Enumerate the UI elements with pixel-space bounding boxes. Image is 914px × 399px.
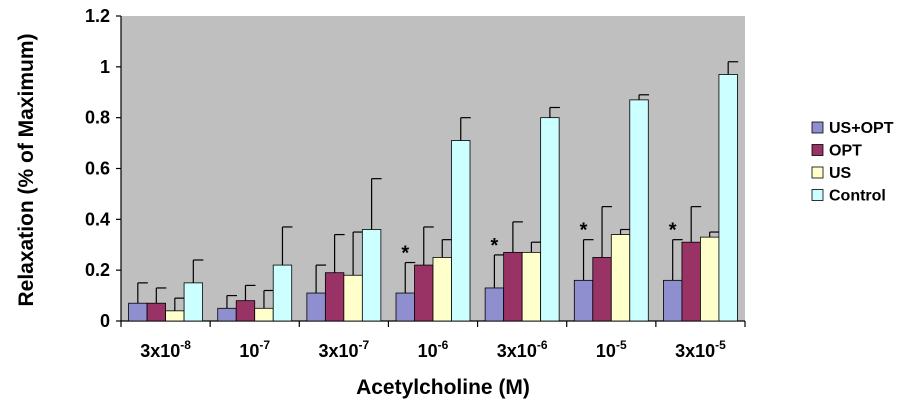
legend-label: US+OPT	[829, 120, 894, 137]
y-axis-title: Relaxation (% of Maximum)	[15, 33, 38, 306]
y-tick-label: 0.4	[85, 209, 110, 229]
bar-control	[361, 229, 382, 322]
bar-us	[432, 257, 452, 322]
legend-swatch	[811, 189, 824, 201]
x-tick-label: 3x10-6	[497, 338, 548, 361]
bar-opt	[503, 251, 523, 322]
y-tick-label: 0.8	[85, 108, 110, 128]
significance-star: *	[669, 220, 677, 242]
x-tick-label: 3x10-5	[675, 338, 726, 361]
bar-us	[610, 234, 631, 322]
bar-opt	[592, 257, 612, 322]
y-tick-label: 0	[100, 311, 110, 331]
bar-us-opt	[663, 279, 683, 322]
bar-control	[718, 74, 738, 322]
bar-us-opt	[306, 292, 326, 322]
legend: US+OPT OPT US Control	[811, 120, 894, 205]
x-tick-label: 3x10-7	[318, 338, 369, 361]
x-tick-label: 10-7	[239, 338, 270, 361]
y-tick-label: 0.2	[85, 260, 110, 280]
bar-us	[700, 236, 720, 322]
legend-swatch	[811, 121, 824, 134]
legend-label: US	[829, 165, 852, 182]
bar-us	[343, 274, 363, 322]
bar-opt	[324, 272, 345, 322]
bar-us	[165, 310, 185, 322]
bar-control	[451, 140, 471, 322]
y-tick-label: 0.6	[85, 159, 110, 179]
x-axis: 3x10-8 10-7 3x10-7 10-6 3x10-6 10-5 3x10-5	[120, 320, 746, 361]
bar-control	[183, 282, 203, 322]
bar-control	[629, 99, 649, 322]
bar-control	[540, 117, 560, 322]
significance-star: *	[580, 220, 588, 242]
bar-us-opt	[217, 307, 237, 322]
bar-us-opt	[573, 279, 594, 322]
x-axis-title: Acetylcholine (M)	[356, 376, 530, 399]
bar-us-opt	[395, 292, 415, 322]
bar-opt	[414, 264, 434, 322]
x-tick-label: 10-6	[418, 338, 449, 361]
bar-opt	[681, 241, 701, 322]
significance-star: *	[401, 243, 409, 265]
bar-us	[521, 251, 542, 322]
y-tick-label: 1.2	[85, 6, 110, 26]
x-tick-label: 10-5	[596, 338, 627, 361]
bar-us-opt	[128, 302, 148, 322]
bar-us-opt	[484, 287, 505, 322]
bar-control	[272, 264, 293, 322]
bars: * * * *	[128, 61, 739, 322]
x-tick-label: 3x10-8	[140, 338, 191, 361]
legend-swatch	[811, 144, 824, 156]
bar-opt	[146, 302, 166, 322]
bar-us	[254, 307, 274, 322]
significance-star: *	[490, 235, 498, 257]
legend-label: Control	[829, 188, 886, 205]
bar-opt	[235, 300, 256, 322]
y-axis: 0 0.2 0.4 0.6 0.8 1 1.2	[85, 6, 122, 331]
y-tick-label: 1	[100, 57, 110, 77]
legend-label: OPT	[829, 143, 862, 160]
legend-swatch	[811, 166, 824, 179]
